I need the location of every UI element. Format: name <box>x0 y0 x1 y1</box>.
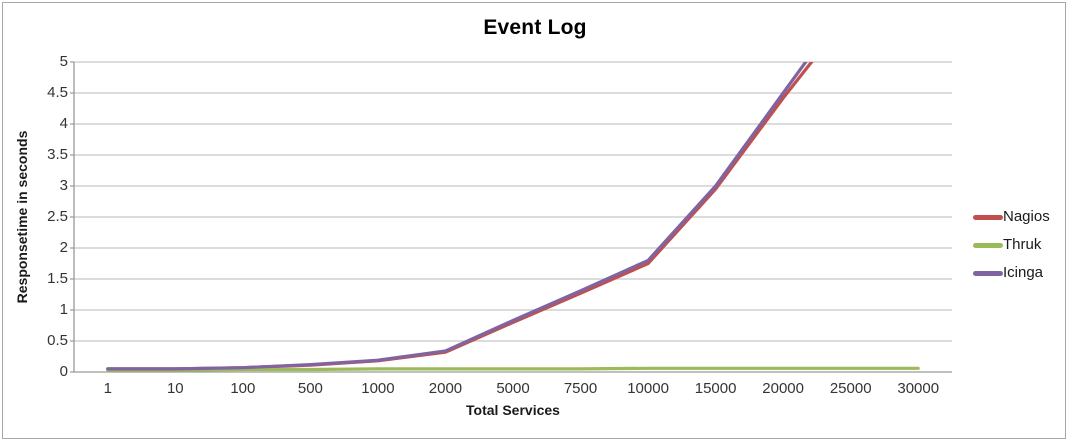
x-tick-label: 1 <box>103 380 112 397</box>
y-tick-label: 1 <box>59 301 68 318</box>
y-tick-label: 4 <box>59 115 68 132</box>
legend-marker-nagios <box>973 214 1003 220</box>
y-tick-label: 2.5 <box>47 208 68 225</box>
legend-label: Icinga <box>1003 264 1044 281</box>
series-line-nagios <box>106 62 814 371</box>
y-tick-label: 3.5 <box>47 146 68 163</box>
x-axis-title: Total Services <box>466 402 560 418</box>
chart-title: Event Log <box>483 16 587 39</box>
legend-item-nagios: Nagios <box>973 203 1069 231</box>
y-tick-label: 4.5 <box>47 84 68 101</box>
x-tick-label: 7500 <box>563 380 598 397</box>
y-tick-label: 3 <box>59 177 68 194</box>
x-tick-label: 25000 <box>829 380 872 397</box>
legend-item-icinga: Icinga <box>973 259 1069 287</box>
x-tick-label: 2000 <box>428 380 463 397</box>
legend: Nagios Thruk Icinga <box>973 203 1069 287</box>
series-line-icinga <box>106 62 808 371</box>
y-tick-label: 2 <box>59 239 68 256</box>
x-tick-label: 5000 <box>496 380 530 397</box>
x-tick-label: 30000 <box>897 380 940 397</box>
x-tick-label: 10 <box>166 380 184 397</box>
x-tick-label: 20000 <box>762 380 804 397</box>
x-tick-label: 500 <box>297 380 323 397</box>
y-tick-label: 0.5 <box>47 332 68 349</box>
x-tick-label: 10000 <box>627 380 669 397</box>
y-tick-label: 5 <box>59 53 68 70</box>
x-tick-label: 15000 <box>694 380 737 397</box>
x-tick-label: 1000 <box>361 380 395 397</box>
legend-item-thruk: Thruk <box>973 231 1069 259</box>
legend-label: Nagios <box>1003 208 1050 225</box>
y-tick-label: 0 <box>59 363 68 380</box>
legend-marker-icinga <box>973 270 1003 276</box>
legend-label: Thruk <box>1003 236 1042 253</box>
legend-marker-thruk <box>973 242 1003 248</box>
series-line-thruk <box>106 366 920 372</box>
y-axis-title: Responsetime in seconds <box>14 130 30 304</box>
x-tick-label: 100 <box>230 380 256 397</box>
y-tick-label: 1.5 <box>47 270 68 287</box>
